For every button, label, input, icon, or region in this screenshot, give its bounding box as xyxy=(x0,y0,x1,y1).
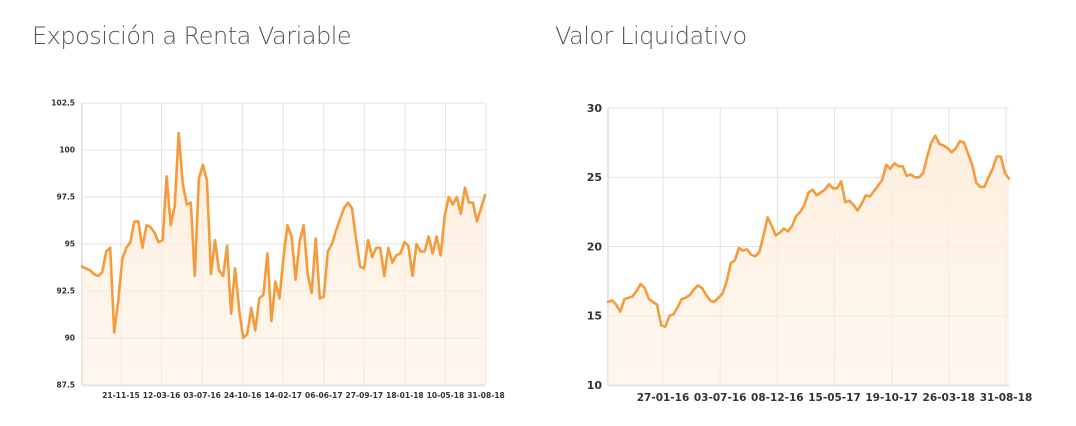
x-tick-label: 03-07-16 xyxy=(694,392,747,404)
chart-title: Exposición a Renta Variable xyxy=(32,22,352,50)
net-asset-value-chart: 30 25 20 15 10 27-01-16 03-07-16 08-12-16 15-05-… xyxy=(587,102,1033,404)
y-tick-label: 102.5 xyxy=(51,99,75,108)
equity-exposure-panel: Exposición a Renta Variable 102.5 100 97.5… xyxy=(0,0,520,426)
x-tick-label: 31-08-18 xyxy=(467,391,505,400)
net-asset-value-panel: Valor Liquidativo 30 25 20 15 10 27-01-16 03-0… xyxy=(540,0,1076,426)
equity-exposure-chart: 102.5 100 97.5 95 92.5 90 87.5 21-11-15 12-03-16… xyxy=(51,99,505,400)
y-tick-label: 95 xyxy=(65,240,75,249)
x-tick-label: 24-10-16 xyxy=(224,391,262,400)
series-area-fill xyxy=(608,135,1009,385)
y-tick-label: 15 xyxy=(587,310,602,323)
y-tick-label: 30 xyxy=(587,102,603,115)
x-tick-label: 21-11-15 xyxy=(102,391,140,400)
x-tick-label: 18-01-18 xyxy=(386,391,424,400)
x-tick-label: 10-05-18 xyxy=(427,391,465,400)
x-tick-label: 19-10-17 xyxy=(865,392,918,404)
x-tick-label: 31-08-18 xyxy=(980,392,1033,404)
x-tick-label: 14-02-17 xyxy=(264,391,302,400)
y-tick-label: 87.5 xyxy=(56,381,75,390)
x-tick-label: 27-01-16 xyxy=(637,392,690,404)
x-tick-label: 12-03-16 xyxy=(143,391,181,400)
y-tick-label: 100 xyxy=(59,146,75,155)
x-tick-label: 08-12-16 xyxy=(751,392,804,404)
x-tick-label: 27-09-17 xyxy=(346,391,384,400)
series-line xyxy=(606,134,1011,329)
y-tick-label: 25 xyxy=(587,171,602,184)
y-tick-label: 92.5 xyxy=(56,287,75,296)
y-tick-label: 10 xyxy=(587,379,603,392)
y-tick-label: 20 xyxy=(587,240,603,253)
y-tick-label: 97.5 xyxy=(56,193,75,202)
series-line xyxy=(80,131,487,340)
x-tick-label: 15-05-17 xyxy=(808,392,861,404)
y-tick-label: 90 xyxy=(65,334,75,343)
x-tick-label: 06-06-17 xyxy=(305,391,343,400)
x-tick-label: 03-07-16 xyxy=(183,391,221,400)
chart-title: Valor Liquidativo xyxy=(555,22,747,50)
x-tick-label: 26-03-18 xyxy=(923,392,976,404)
